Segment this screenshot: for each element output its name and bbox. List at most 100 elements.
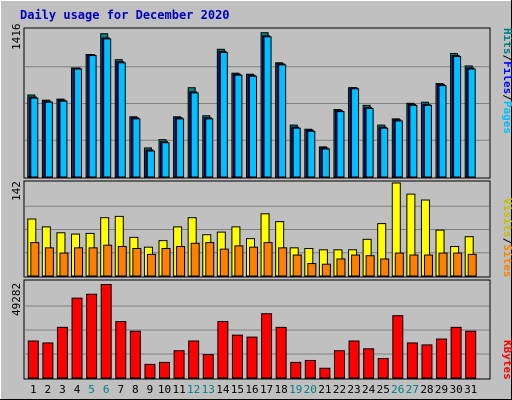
- kbytes-bar: [436, 338, 448, 379]
- kbytes-bar: [100, 283, 112, 379]
- sites-bar: [292, 254, 302, 277]
- sites-bar: [380, 258, 390, 277]
- pages-bar: [146, 150, 155, 178]
- pages-bar: [219, 51, 228, 178]
- pages-bar: [423, 104, 432, 178]
- pages-bar: [59, 100, 68, 178]
- kbytes-bar: [71, 297, 83, 379]
- pages-bar: [278, 64, 287, 178]
- pages-bar: [453, 56, 462, 178]
- pages-bar: [438, 85, 447, 178]
- kbytes-bar: [406, 342, 418, 379]
- legend-entry: Visits: [501, 198, 512, 238]
- sites-bar: [263, 242, 273, 277]
- x-tick-label: 14: [216, 383, 230, 396]
- x-tick-label: 24: [362, 383, 376, 396]
- x-tick-label: 6: [103, 383, 110, 396]
- kbytes-bar: [144, 363, 156, 379]
- pages-bar: [30, 97, 39, 178]
- pages-bar: [292, 127, 301, 178]
- x-tick-label: 18: [275, 383, 288, 396]
- pages-bar: [380, 127, 389, 178]
- x-tick-label: 26: [391, 383, 404, 396]
- pages-bar: [409, 104, 418, 178]
- legend-entry: /: [501, 94, 512, 101]
- sites-bar: [44, 247, 54, 277]
- kbytes-bar: [275, 326, 287, 379]
- x-axis-day-labels: 1 2 3 4 5 6 7 8 9 10 11 12 13 14 15 16 17 18 19 20 21 22 23 24 2…: [30, 383, 477, 396]
- sites-bar: [336, 258, 346, 277]
- legend-entry: KBytes: [501, 340, 512, 380]
- pages-bar: [176, 118, 185, 178]
- kbytes-bar: [56, 326, 68, 379]
- kbytes-bar: [217, 321, 229, 379]
- kbytes-ymax-label: 49282: [10, 283, 23, 316]
- pages-bar: [234, 74, 243, 178]
- hits-ymax-label: 1416: [10, 24, 23, 51]
- kbytes-bar: [421, 344, 433, 379]
- x-tick-label: 7: [117, 383, 124, 396]
- sites-bar: [234, 245, 244, 277]
- pages-bar: [394, 120, 403, 178]
- legend-entry: Sites: [501, 244, 512, 277]
- pages-bar: [263, 36, 272, 178]
- sites-bar: [438, 252, 448, 277]
- kbytes-bar: [202, 354, 214, 379]
- kbytes-bar: [42, 342, 54, 379]
- x-tick-label: 10: [158, 383, 171, 396]
- kbytes-bar: [465, 330, 477, 379]
- pages-bar: [467, 68, 476, 178]
- x-tick-label: 11: [172, 383, 185, 396]
- sites-bar: [146, 253, 156, 277]
- x-tick-label: 27: [406, 383, 419, 396]
- kbytes-bar: [392, 315, 404, 379]
- kbytes-bar: [450, 326, 462, 379]
- kbytes-bar: [261, 313, 273, 379]
- kbytes-bar: [86, 293, 98, 379]
- x-tick-label: 2: [45, 383, 52, 396]
- sites-bar: [74, 247, 84, 277]
- bar-marks: [27, 32, 477, 379]
- pages-bar: [74, 68, 83, 178]
- kbytes-bar: [319, 367, 331, 379]
- sites-bar: [453, 252, 463, 277]
- sites-bar: [190, 242, 200, 277]
- sites-bar: [351, 254, 361, 277]
- x-tick-label: 1: [30, 383, 37, 396]
- x-tick-label: 13: [202, 383, 215, 396]
- legend-entry: Files: [501, 61, 512, 94]
- kbytes-bar: [231, 334, 243, 379]
- sites-bar: [467, 253, 477, 277]
- x-tick-label: 15: [231, 383, 244, 396]
- pages-bar: [365, 107, 374, 178]
- kbytes-bar: [290, 361, 302, 379]
- kbytes-bar: [363, 348, 375, 379]
- kbytes-bar: [304, 359, 316, 379]
- kbytes-bar: [377, 358, 389, 379]
- pages-bar: [307, 130, 316, 178]
- x-tick-label: 5: [88, 383, 95, 396]
- sites-bar: [117, 246, 127, 277]
- sites-bar: [176, 246, 186, 277]
- pages-bar: [132, 118, 141, 178]
- x-tick-label: 12: [187, 383, 200, 396]
- pages-bar: [88, 55, 97, 178]
- pages-bar: [248, 75, 257, 178]
- kbytes-bar: [115, 321, 127, 379]
- x-tick-label: 17: [260, 383, 273, 396]
- pages-bar: [351, 88, 360, 178]
- x-tick-label: 9: [147, 383, 154, 396]
- kbytes-bar: [333, 350, 345, 379]
- chart-title: Daily usage for December 2020: [20, 8, 230, 22]
- x-tick-label: 25: [377, 383, 390, 396]
- visits-ymax-label: 142: [10, 181, 23, 201]
- sites-bar: [161, 247, 171, 277]
- kbytes-bar: [246, 336, 258, 379]
- hits-files-pages-legend: Hits/Files/Pages: [501, 28, 512, 134]
- x-tick-label: 29: [435, 383, 448, 396]
- x-tick-label: 20: [304, 383, 317, 396]
- visits-sites-legend: Visits/Sites: [501, 198, 512, 278]
- x-tick-label: 30: [449, 383, 462, 396]
